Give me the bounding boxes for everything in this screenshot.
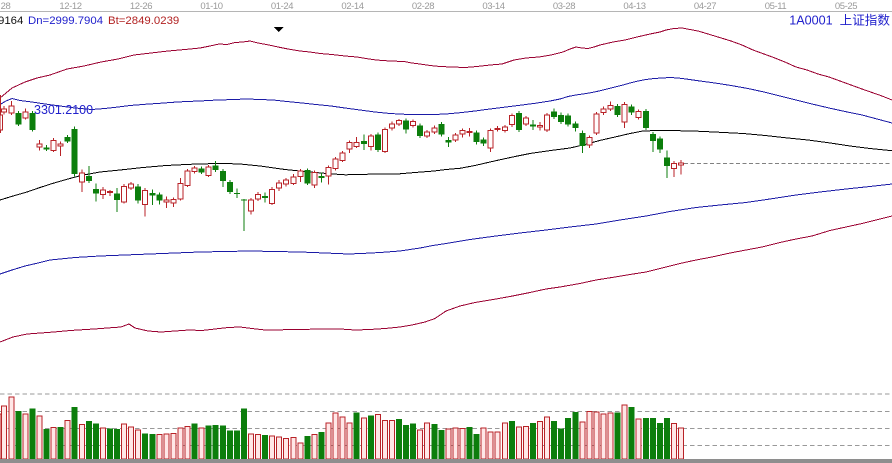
svg-text:12-26: 12-26 <box>130 1 152 12</box>
svg-text:3301.2100: 3301.2100 <box>34 103 93 117</box>
svg-text:Bt=2849.0239: Bt=2849.0239 <box>108 15 179 27</box>
svg-text:9164: 9164 <box>0 15 23 27</box>
svg-text:01-24: 01-24 <box>271 1 293 12</box>
svg-text:03-28: 03-28 <box>553 1 575 12</box>
svg-text:04-13: 04-13 <box>623 1 645 12</box>
svg-text:03-14: 03-14 <box>482 1 504 12</box>
svg-text:Dn=2999.7904: Dn=2999.7904 <box>28 15 103 27</box>
svg-text:12-12: 12-12 <box>59 1 81 12</box>
svg-text:05-11: 05-11 <box>765 1 787 12</box>
svg-text:02-28: 02-28 <box>412 1 434 12</box>
svg-text:01-10: 01-10 <box>200 1 222 12</box>
svg-text:04-27: 04-27 <box>694 1 716 12</box>
svg-text:28: 28 <box>1 1 11 12</box>
svg-text:1A0001 上证指数: 1A0001 上证指数 <box>789 14 890 28</box>
svg-text:05-25: 05-25 <box>835 1 857 12</box>
svg-text:02-14: 02-14 <box>341 1 363 12</box>
